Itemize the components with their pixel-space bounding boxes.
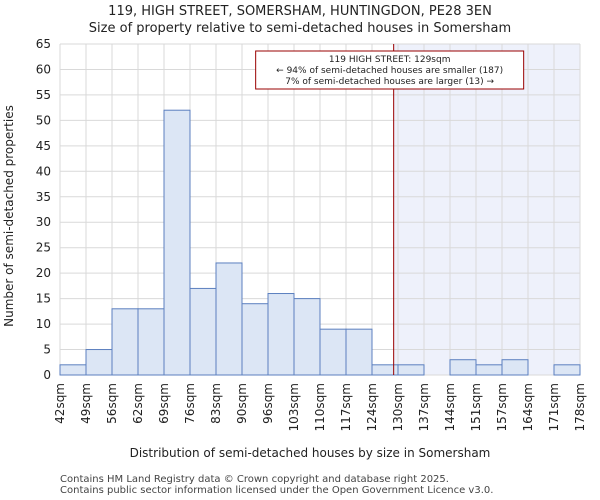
footer-line-1: Contains HM Land Registry data © Crown c… xyxy=(60,474,449,485)
x-tick-label: 69sqm xyxy=(157,383,171,424)
y-tick-label: 40 xyxy=(36,164,51,178)
y-tick-label: 45 xyxy=(36,139,51,153)
histogram-bar xyxy=(501,359,529,376)
histogram-bar xyxy=(397,364,425,376)
histogram-bar xyxy=(345,328,373,376)
histogram-bar xyxy=(241,303,269,376)
y-tick-label: 65 xyxy=(36,37,51,51)
histogram-bar xyxy=(475,364,503,376)
histogram-bar xyxy=(137,308,165,376)
y-tick-label: 10 xyxy=(36,317,51,331)
x-tick-label: 117sqm xyxy=(339,383,353,431)
histogram-bar xyxy=(215,262,243,376)
y-tick-label: 60 xyxy=(36,62,51,76)
x-tick-label: 151sqm xyxy=(469,383,483,431)
y-tick-label: 55 xyxy=(36,88,51,102)
chart-subtitle: Size of property relative to semi-detach… xyxy=(89,21,511,36)
footer-line-2: Contains public sector information licen… xyxy=(60,485,493,496)
y-tick-label: 35 xyxy=(36,190,51,204)
x-tick-label: 130sqm xyxy=(391,383,405,431)
x-tick-label: 96sqm xyxy=(261,383,275,424)
x-tick-label: 76sqm xyxy=(183,383,197,424)
histogram-bar xyxy=(319,328,347,376)
x-tick-label: 164sqm xyxy=(521,383,535,431)
annotation-box xyxy=(255,50,525,90)
x-tick-label: 56sqm xyxy=(105,383,119,424)
annotation-line2: ← 94% of semi-detached houses are smalle… xyxy=(276,66,503,76)
histogram-bar xyxy=(163,109,191,376)
histogram-bar xyxy=(189,287,217,376)
y-tick-label: 5 xyxy=(43,343,51,357)
histogram-bar xyxy=(85,349,113,376)
x-tick-label: 90sqm xyxy=(235,383,249,424)
chart-title: 119, HIGH STREET, SOMERSHAM, HUNTINGDON,… xyxy=(108,4,492,19)
y-tick-label: 30 xyxy=(36,215,51,229)
x-tick-label: 42sqm xyxy=(53,383,67,424)
x-tick-label: 124sqm xyxy=(365,383,379,431)
histogram-bar xyxy=(59,364,87,376)
x-tick-label: 83sqm xyxy=(209,383,223,424)
x-tick-label: 103sqm xyxy=(287,383,301,431)
x-tick-label: 157sqm xyxy=(495,383,509,431)
x-tick-label: 171sqm xyxy=(547,383,561,431)
histogram-bar xyxy=(449,359,477,376)
x-axis-label: Distribution of semi-detached houses by … xyxy=(130,446,491,460)
x-tick-label: 110sqm xyxy=(313,383,327,431)
plot-area: 0 5 10 15 20 25 30 35 40 45 50 55 60 65 42sqm 49sqm 56sq… xyxy=(36,37,587,431)
x-tick-label: 144sqm xyxy=(443,383,457,431)
x-tick-label: 62sqm xyxy=(131,383,145,424)
annotation-line3: 7% of semi-detached houses are larger (1… xyxy=(285,77,494,87)
x-tick-label: 49sqm xyxy=(79,383,93,424)
histogram-bar xyxy=(553,364,581,376)
x-tick-label: 137sqm xyxy=(417,383,431,431)
histogram-bar xyxy=(267,293,295,376)
y-tick-label: 0 xyxy=(43,368,51,382)
y-tick-label: 50 xyxy=(36,113,51,127)
histogram-bar xyxy=(293,298,321,376)
larger-region-highlight xyxy=(393,44,580,375)
y-tick-label: 20 xyxy=(36,266,51,280)
histogram-bar xyxy=(111,308,139,376)
y-tick-label: 15 xyxy=(36,292,51,306)
y-axis-label: Number of semi-detached properties xyxy=(2,105,16,327)
annotation-line1: 119 HIGH STREET: 129sqm xyxy=(329,55,451,65)
y-tick-label: 25 xyxy=(36,241,51,255)
x-tick-label: 178sqm xyxy=(573,383,587,431)
